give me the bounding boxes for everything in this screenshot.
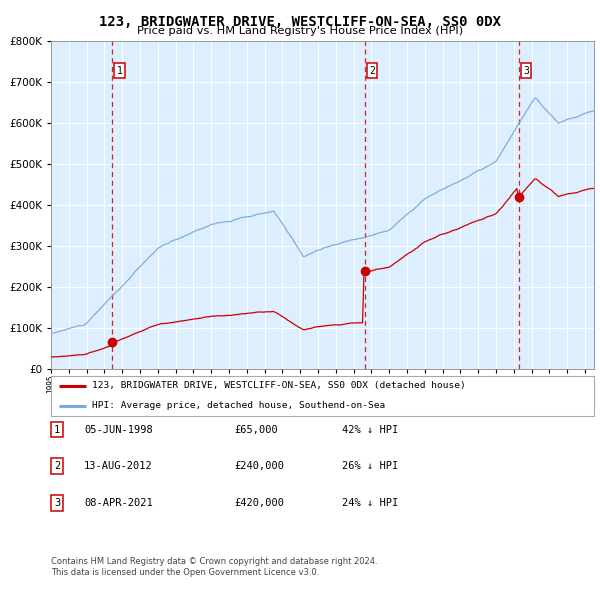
Text: £240,000: £240,000 — [234, 461, 284, 471]
Text: 1: 1 — [116, 66, 122, 76]
Text: 2: 2 — [54, 461, 60, 471]
Text: HPI: Average price, detached house, Southend-on-Sea: HPI: Average price, detached house, Sout… — [92, 401, 385, 411]
Text: 08-APR-2021: 08-APR-2021 — [84, 498, 153, 507]
Text: 26% ↓ HPI: 26% ↓ HPI — [342, 461, 398, 471]
Text: 13-AUG-2012: 13-AUG-2012 — [84, 461, 153, 471]
Text: Price paid vs. HM Land Registry's House Price Index (HPI): Price paid vs. HM Land Registry's House … — [137, 26, 463, 36]
Text: 3: 3 — [54, 498, 60, 507]
Text: 24% ↓ HPI: 24% ↓ HPI — [342, 498, 398, 507]
Text: 123, BRIDGWATER DRIVE, WESTCLIFF-ON-SEA, SS0 0DX (detached house): 123, BRIDGWATER DRIVE, WESTCLIFF-ON-SEA,… — [92, 381, 466, 391]
Text: 3: 3 — [523, 66, 529, 76]
Text: 123, BRIDGWATER DRIVE, WESTCLIFF-ON-SEA, SS0 0DX: 123, BRIDGWATER DRIVE, WESTCLIFF-ON-SEA,… — [99, 15, 501, 30]
Text: 2: 2 — [369, 66, 375, 76]
Text: £65,000: £65,000 — [234, 425, 278, 434]
Text: Contains HM Land Registry data © Crown copyright and database right 2024.: Contains HM Land Registry data © Crown c… — [51, 558, 377, 566]
Text: 1: 1 — [54, 425, 60, 434]
Text: 05-JUN-1998: 05-JUN-1998 — [84, 425, 153, 434]
Text: £420,000: £420,000 — [234, 498, 284, 507]
Text: 42% ↓ HPI: 42% ↓ HPI — [342, 425, 398, 434]
Text: This data is licensed under the Open Government Licence v3.0.: This data is licensed under the Open Gov… — [51, 568, 319, 577]
